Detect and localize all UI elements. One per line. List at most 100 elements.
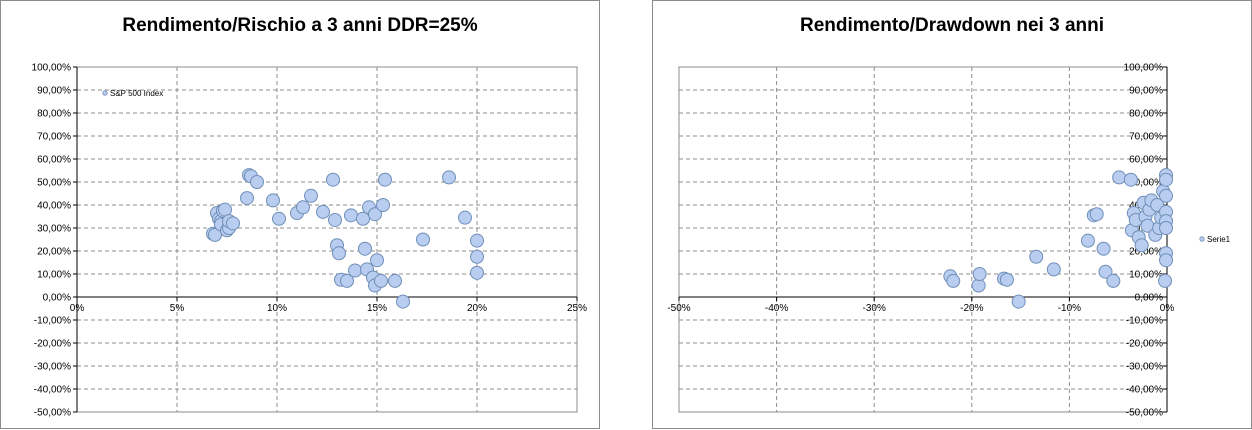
data-point (348, 263, 362, 278)
x-tick-label: 10% (267, 303, 287, 314)
data-point (1098, 264, 1113, 279)
y-tick-label: 10,00% (1129, 270, 1163, 281)
data-point (344, 208, 358, 223)
chart-title-right: Rendimento/Drawdown nei 3 anni (799, 15, 1105, 36)
data-point (266, 193, 280, 208)
y-tick-label: 90,00% (37, 86, 71, 97)
x-tick-label: -10% (1058, 303, 1081, 314)
scatter-plot-left: 0% 5% 10% 15% 20% 25%100,00%90,00%80,00%70,00… (32, 63, 588, 419)
y-tick-label: -30,00% (34, 362, 71, 373)
data-point (1159, 188, 1174, 203)
data-point (1046, 262, 1061, 277)
y-tick-label: 20,00% (37, 247, 71, 258)
data-point (388, 273, 402, 288)
y-tick-label: -10,00% (1126, 316, 1163, 327)
data-point (1096, 241, 1111, 256)
y-tick-label: 30,00% (37, 224, 71, 235)
y-tick-label: 80,00% (37, 109, 71, 120)
data-point (328, 212, 342, 227)
data-point (416, 232, 430, 247)
data-point (376, 198, 390, 212)
data-point (470, 233, 484, 248)
data-point (1134, 238, 1149, 253)
data-point (396, 294, 410, 309)
data-point (1159, 172, 1174, 187)
y-tick-label: 60,00% (1129, 155, 1163, 166)
data-point (1011, 294, 1026, 309)
data-point (1123, 172, 1138, 187)
x-tick-label: -20% (960, 303, 983, 314)
data-point (972, 267, 987, 281)
data-point (470, 249, 484, 264)
y-tick-label: 20,00% (1129, 247, 1163, 258)
data-point (272, 211, 286, 226)
data-point (340, 273, 354, 288)
y-tick-label: 60,00% (37, 155, 71, 166)
y-tick-label: 50,00% (37, 178, 71, 189)
data-point (1089, 207, 1104, 222)
data-point (946, 273, 961, 288)
plot-area (76, 66, 578, 413)
y-tick-label: 100,00% (1124, 63, 1164, 74)
data-point (316, 204, 330, 219)
data-point (332, 246, 346, 261)
y-tick-label: 70,00% (1129, 132, 1163, 143)
data-point (1106, 273, 1121, 288)
x-tick-label: -30% (863, 303, 886, 314)
scatter-plot-right: -50% -40% -30% -20% -10% 0%100,00%90,00%80,00… (667, 63, 1231, 419)
data-point (1159, 253, 1174, 268)
data-point (356, 211, 370, 226)
y-tick-label: 90,00% (1129, 86, 1163, 97)
x-tick-label: 25% (567, 303, 587, 314)
x-tick-label: -50% (667, 303, 690, 314)
legend-label: S&P 500 Index (110, 89, 163, 98)
y-tick-label: 0,00% (43, 293, 71, 304)
y-tick-label: 70,00% (37, 132, 71, 143)
data-point (999, 272, 1014, 287)
y-tick-label: 40,00% (37, 201, 71, 212)
data-point (374, 273, 388, 288)
data-point (1158, 273, 1173, 288)
data-point (1029, 249, 1044, 264)
data-point (1080, 233, 1095, 248)
data-point (250, 175, 264, 189)
y-tick-label: -30,00% (1126, 362, 1163, 373)
y-tick-label: -20,00% (34, 339, 71, 350)
y-tick-label: 10,00% (37, 270, 71, 281)
data-point (326, 172, 340, 187)
y-tick-label: 80,00% (1129, 109, 1163, 120)
data-point (226, 216, 240, 231)
data-point (1159, 221, 1174, 235)
x-tick-label: 20% (467, 303, 487, 314)
data-point (470, 265, 484, 280)
data-point (378, 172, 392, 187)
x-tick-label: 5% (170, 303, 185, 314)
y-tick-label: -50,00% (1126, 408, 1163, 419)
y-tick-label: -10,00% (34, 316, 71, 327)
data-point (1112, 170, 1127, 185)
chart-panel-left: Rendimento/Rischio a 3 anni DDR=25% 0% 5%… (0, 0, 600, 429)
y-tick-label: -50,00% (34, 408, 71, 419)
legend-marker (1199, 236, 1205, 242)
legend-label: Serie1 (1207, 235, 1231, 244)
y-tick-label: -20,00% (1126, 339, 1163, 350)
data-point (304, 188, 318, 203)
y-tick-label: 0,00% (1135, 293, 1163, 304)
data-point (358, 241, 372, 256)
y-tick-label: -40,00% (34, 385, 71, 396)
data-point (208, 227, 222, 242)
x-tick-label: -40% (765, 303, 788, 314)
data-point (971, 278, 986, 293)
x-tick-label: 15% (367, 303, 387, 314)
legend-marker (102, 90, 108, 96)
data-point (240, 191, 254, 206)
y-tick-label: 50,00% (1129, 178, 1163, 189)
chart-panel-right: Rendimento/Drawdown nei 3 anni -50% -40% -… (652, 0, 1252, 429)
chart-title-left: Rendimento/Rischio a 3 anni DDR=25% (122, 15, 478, 36)
data-point (370, 253, 384, 268)
data-point (296, 200, 310, 215)
y-tick-label: -40,00% (1126, 385, 1163, 396)
data-point (458, 210, 472, 225)
data-point (368, 207, 382, 222)
y-tick-label: 100,00% (32, 63, 72, 74)
